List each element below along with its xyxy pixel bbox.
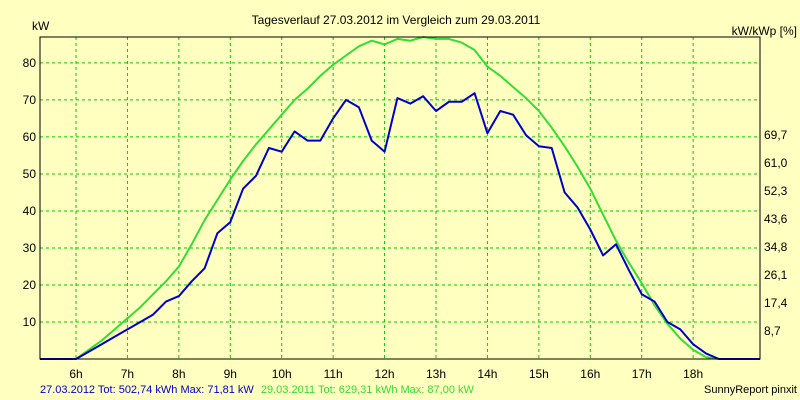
legend-entry-2011: 29.03.2011 Tot: 629,31 kWh Max: 87,00 kW [261,384,475,396]
chart-title: Tagesverlauf 27.03.2012 im Vergleich zum… [252,13,541,27]
y-tick-labels-left: 10 20 30 40 50 60 70 80 [23,56,37,329]
x-tick-labels: 6h 7h 8h 9h 10h 11h 12h 13h 14h 15h 16h 17h 18h [69,367,703,381]
legend-entry-2012: 27.03.2012 Tot: 502,74 kWh Max: 71,81 kW [40,384,254,396]
x-tick-label: 13h [426,367,446,381]
series-line-2012 [40,92,760,360]
y-tick-label-left: 50 [23,167,37,181]
legend: 27.03.2012 Tot: 502,74 kWh Max: 71,81 kW… [40,384,474,396]
y-tick-label-right: 61,0 [764,156,788,170]
y-tick-label-right: 17,4 [764,296,788,310]
y-tick-label-right: 34,8 [764,240,788,254]
x-tick-label: 18h [683,367,703,381]
x-tick-label: 6h [69,367,82,381]
y-axis-left-label: kW [32,19,50,33]
y-tick-label-right: 26,1 [764,268,788,282]
y-tick-label-left: 70 [23,93,37,107]
x-tick-label: 12h [375,367,395,381]
y-tick-label-right: 69,7 [764,128,788,142]
x-tick-label: 8h [172,367,185,381]
x-tick-label: 7h [121,367,134,381]
y-tick-label-left: 40 [23,204,37,218]
series-line-2011 [40,36,760,360]
x-tick-label: 9h [224,367,237,381]
x-tick-label: 15h [529,367,549,381]
y-tick-labels-right: 8,7 17,4 26,1 34,8 43,6 52,3 61,0 69,7 [764,128,788,338]
y-tick-label-left: 30 [23,241,37,255]
y-tick-label-left: 80 [23,56,37,70]
x-tick-label: 14h [477,367,497,381]
y-tick-label-left: 20 [23,278,37,292]
y-tick-label-left: 10 [23,315,37,329]
x-tick-label: 17h [632,367,652,381]
series-lines [40,36,760,360]
y-tick-label-left: 60 [23,130,37,144]
brand-label: SunnyReport pinxit [704,384,797,396]
y-tick-label-right: 43,6 [764,212,788,226]
x-tick-label: 16h [580,367,600,381]
grid [40,37,760,359]
x-tick-label: 11h [324,367,343,381]
x-tick-label: 10h [272,367,292,381]
plot-frame [39,36,761,360]
y-tick-label-right: 8,7 [764,324,781,338]
y-tick-label-right: 52,3 [764,184,788,198]
y-axis-right-label: kW/kWp [%] [732,24,797,38]
